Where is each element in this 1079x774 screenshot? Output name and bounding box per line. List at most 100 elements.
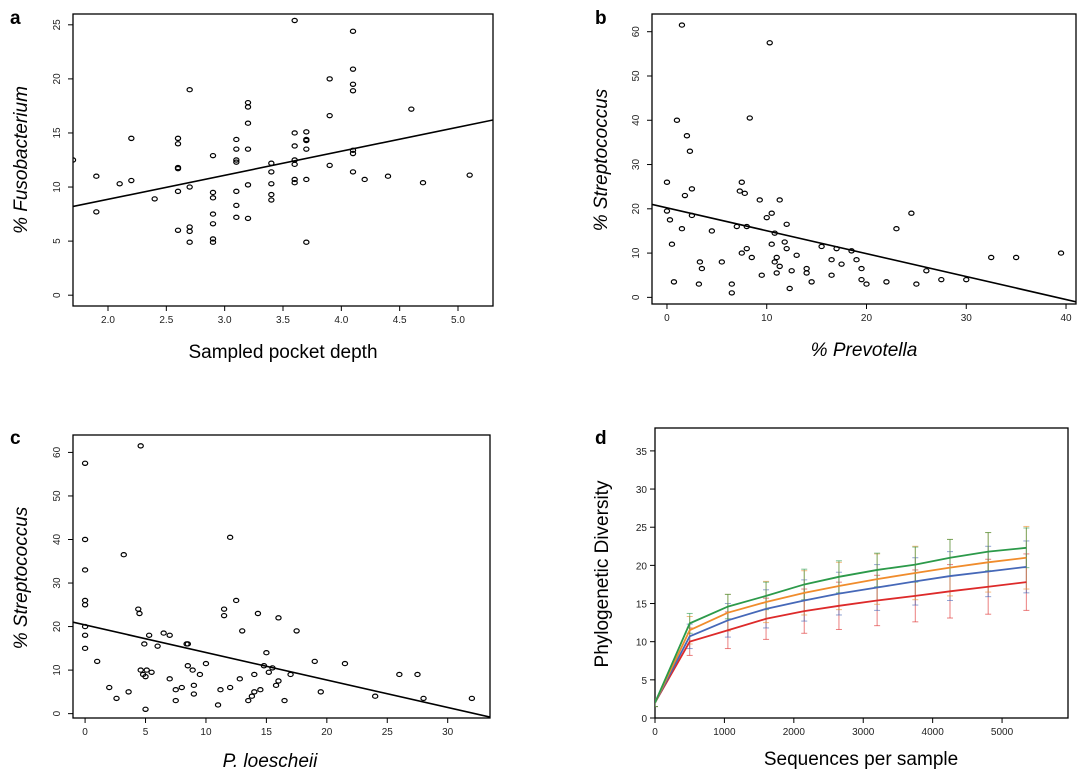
panel-d: d 0 1000 2000 3000 4000 5000 0 5 10 15 20 25 30 35 Sequ…	[592, 427, 1069, 770]
scatter-point	[768, 210, 775, 216]
scatter-point	[908, 210, 915, 216]
scatter-point	[673, 117, 681, 123]
scatter-point	[190, 682, 198, 689]
scatter-point	[419, 180, 427, 186]
scatter-point	[291, 161, 298, 168]
scatter-point	[853, 257, 860, 263]
scatter-point	[828, 272, 835, 278]
scatter-point	[793, 252, 800, 258]
scatter-point	[468, 695, 476, 702]
y-tick-label: 20	[636, 561, 648, 572]
scatter-point	[818, 243, 825, 250]
scatter-point	[303, 137, 310, 144]
y-tick-label: 60	[631, 26, 642, 38]
x-tick-label: 3000	[852, 727, 875, 738]
x-tick-label: 10	[200, 727, 212, 738]
scatter-point	[233, 159, 240, 165]
scatter-point	[232, 597, 240, 604]
scatter-point	[341, 660, 349, 667]
x-tick-label: 3.0	[218, 315, 232, 326]
scatter-point	[923, 268, 930, 274]
scatter-point	[244, 146, 252, 152]
scatter-point	[686, 148, 694, 154]
scatter-point	[268, 191, 275, 198]
scatter-point	[420, 695, 427, 702]
regression-line	[652, 203, 1076, 303]
scatter-point	[303, 146, 310, 152]
scatter-point	[245, 697, 252, 704]
regression-line	[73, 621, 490, 718]
scatter-point	[174, 188, 182, 195]
scatter-point	[788, 268, 795, 274]
plot-frame	[651, 13, 1077, 305]
scatter-point	[186, 239, 193, 245]
scatter-point	[783, 221, 790, 228]
scatter-point	[293, 628, 300, 634]
x-tick-label: 4.5	[393, 315, 407, 326]
scatter-point	[408, 106, 415, 112]
scatter-point	[209, 239, 217, 245]
scatter-point	[160, 630, 167, 636]
scatter-point	[172, 697, 179, 704]
scatter-point	[938, 276, 945, 283]
scatter-point	[236, 676, 243, 682]
scatter-point	[963, 276, 970, 283]
scatter-point	[738, 250, 745, 256]
scatter-point	[244, 99, 252, 106]
scatter-point	[678, 226, 686, 232]
scatter-point	[756, 197, 763, 203]
y-tick-label: 40	[52, 533, 63, 545]
scatter-point	[728, 281, 736, 287]
x-tick-label: 15	[261, 727, 273, 738]
y-tick-label: 10	[631, 247, 642, 259]
scatter-point	[244, 182, 252, 188]
scatter-point	[414, 671, 421, 678]
scatter-point	[268, 169, 275, 175]
scatter-point	[214, 702, 222, 708]
scatter-point	[828, 257, 835, 263]
scatter-point	[136, 610, 143, 617]
scatter-point	[174, 227, 182, 233]
scatter-point	[233, 136, 240, 143]
scatter-point	[893, 226, 900, 232]
scatter-point	[858, 276, 865, 283]
scatter-point	[189, 667, 196, 673]
scatter-point	[361, 176, 368, 183]
y-axis-label: % Streptococcus	[11, 506, 32, 649]
y-tick-label: 30	[636, 485, 648, 496]
scatter-point	[120, 552, 127, 558]
scatter-point	[172, 687, 179, 693]
scatter-point	[663, 208, 671, 214]
scatter-point	[143, 667, 150, 673]
scatter-point	[808, 279, 815, 285]
scatter-point	[741, 190, 748, 197]
x-tick-label: 25	[382, 727, 394, 738]
scatter-point	[209, 221, 217, 227]
y-axis-label: % Streptococcus	[591, 88, 612, 231]
x-tick-label: 40	[1060, 313, 1072, 324]
scatter-point	[287, 671, 294, 678]
scatter-point	[166, 632, 173, 638]
scatter-point	[281, 697, 288, 704]
scatter-point	[148, 669, 155, 675]
x-tick-label: 1000	[713, 727, 736, 738]
scatter-point	[265, 669, 273, 675]
y-tick-label: 40	[631, 114, 642, 126]
scatter-point	[268, 197, 275, 203]
scatter-point	[251, 671, 258, 678]
scatter-point	[178, 684, 185, 691]
y-tick-label: 15	[52, 127, 63, 139]
scatter-point	[718, 259, 726, 265]
scatter-point	[858, 265, 865, 272]
x-tick-label: 5.0	[451, 315, 465, 326]
scatter-point	[783, 245, 790, 252]
scatter-point	[708, 228, 716, 234]
scatter-point	[275, 615, 282, 621]
plot-area	[73, 17, 493, 245]
x-tick-label: 2.5	[159, 315, 173, 326]
scatter-point	[688, 186, 696, 192]
scatter-point	[311, 658, 318, 665]
scatter-point	[257, 687, 264, 693]
scatter-point	[174, 135, 182, 142]
scatter-point	[209, 195, 217, 201]
